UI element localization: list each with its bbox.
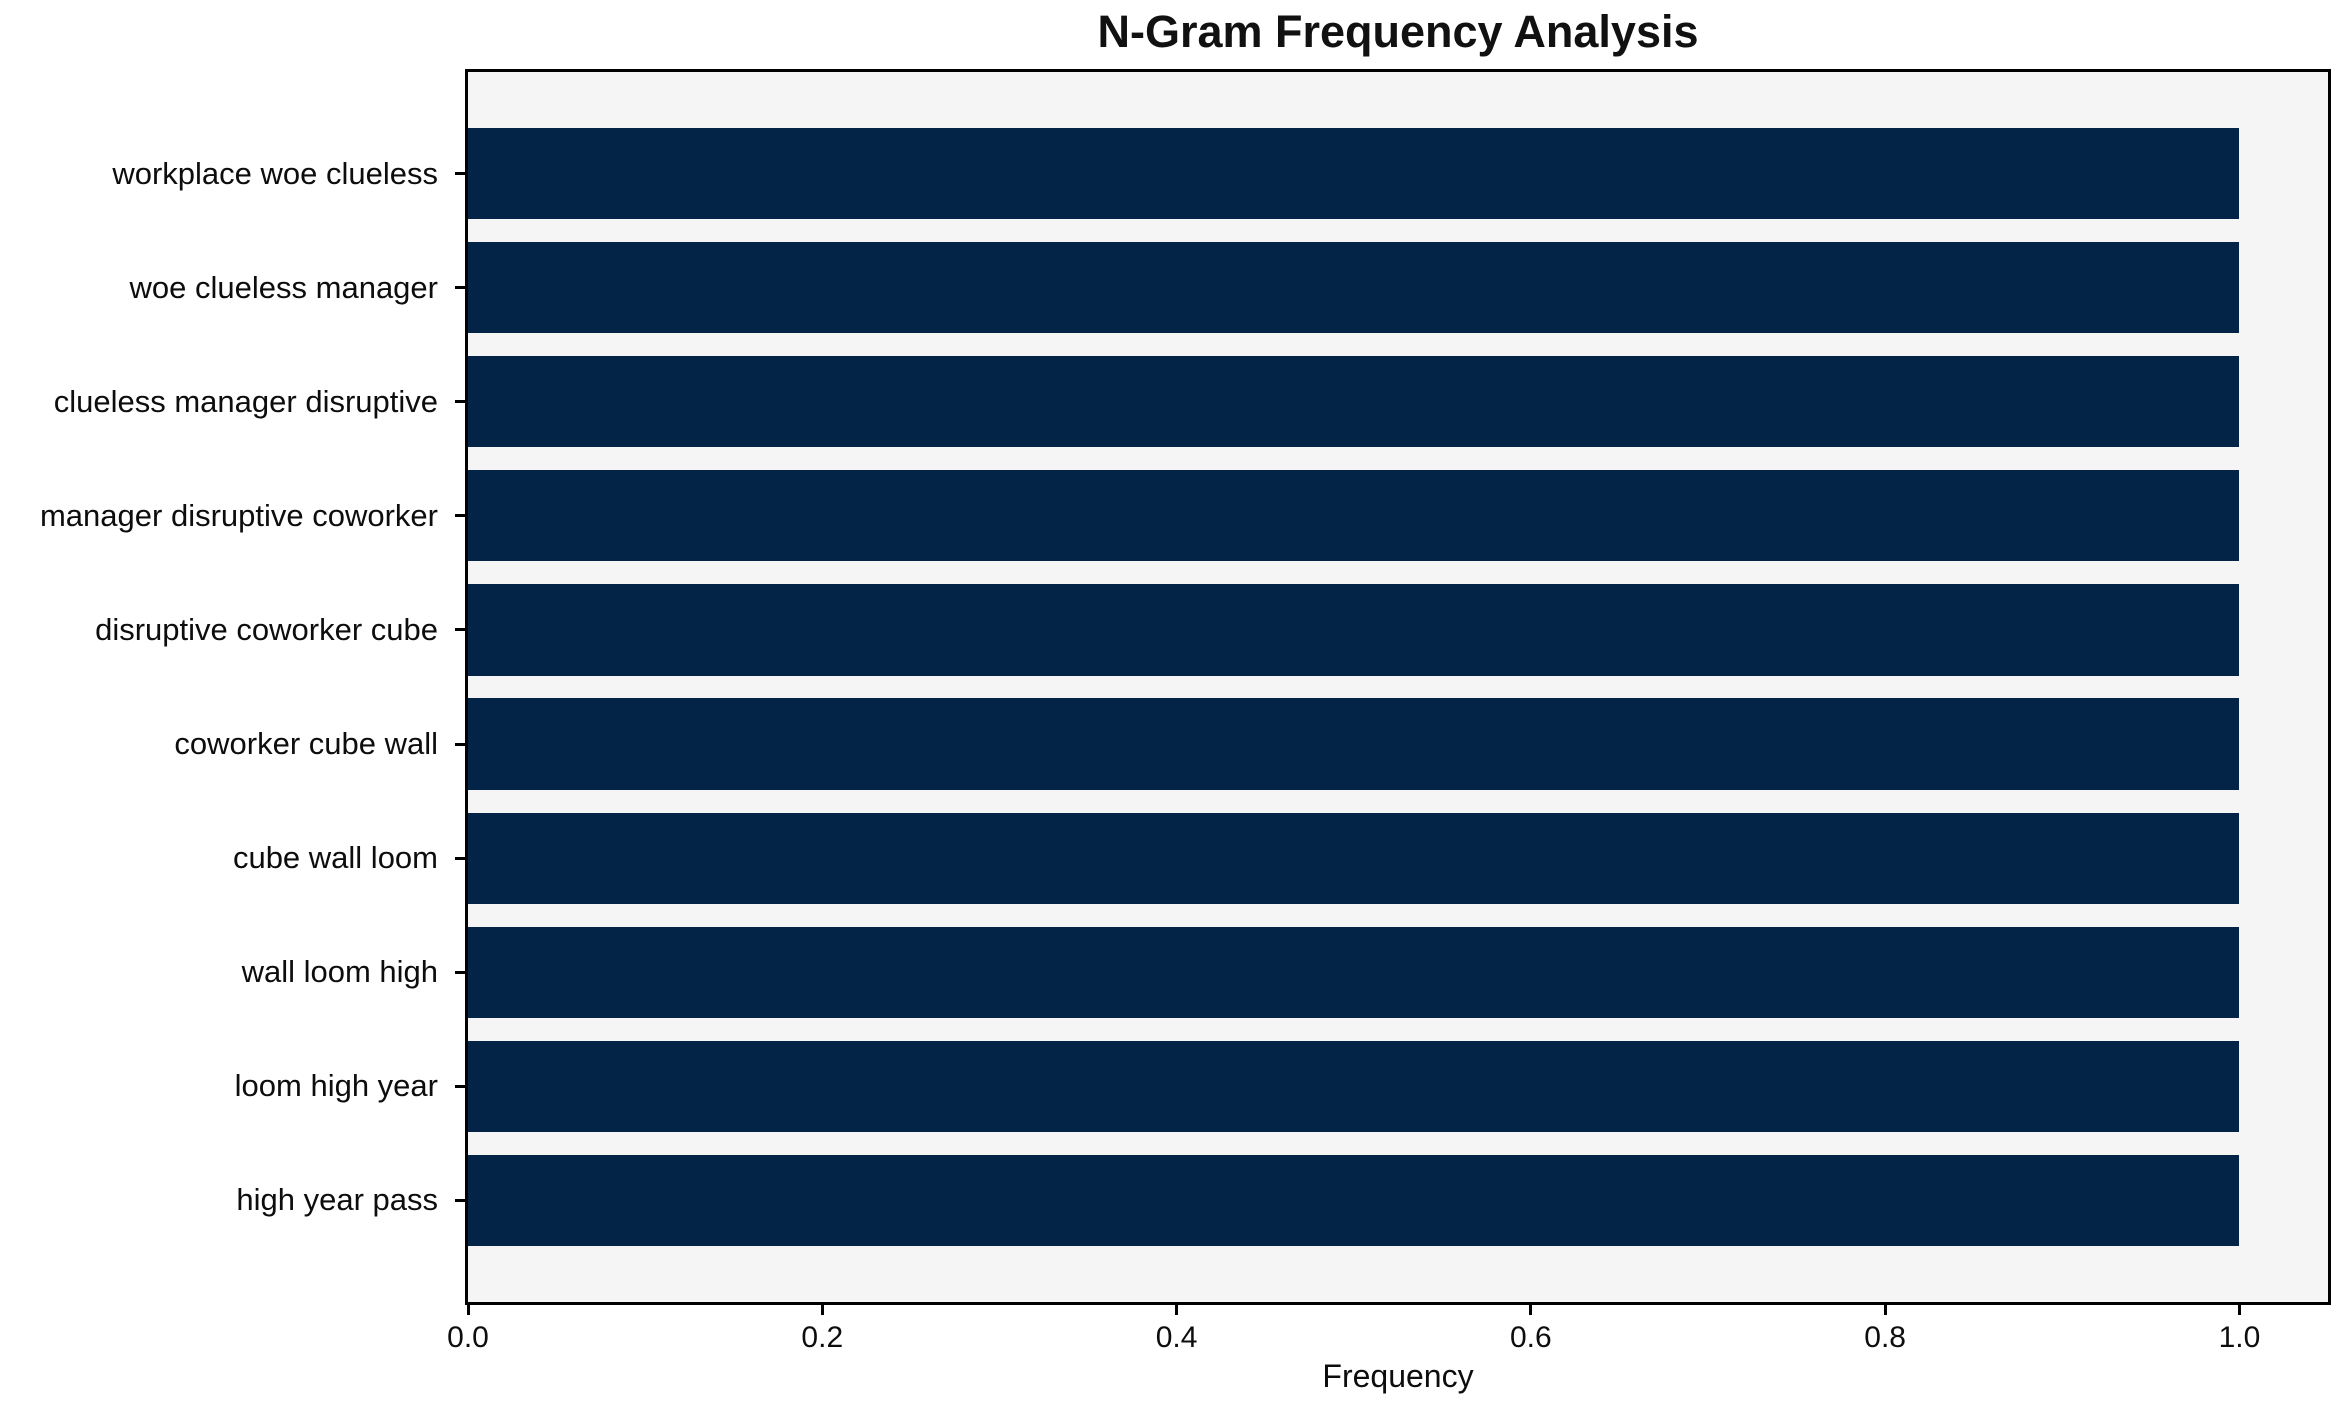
y-axis-tick-mark [455,1198,465,1202]
y-axis-tick-mark [455,1084,465,1088]
x-axis-title: Frequency [1322,1358,1474,1394]
x-axis-tick-mark [466,1305,470,1315]
x-axis-tick-mark [820,1305,824,1315]
y-axis-tick-label: high year pass [236,1182,438,1218]
bar [468,356,2240,448]
y-axis-tick-label: disruptive coworker cube [95,611,438,647]
bar [468,127,2240,220]
y-axis-tick-label: workplace woe clueless [112,155,438,191]
y-axis-tick-label: manager disruptive coworker [39,497,438,533]
x-axis-tick-label: 0.4 [1155,1321,1198,1354]
bar [468,812,2240,904]
y-axis-tick-label: coworker cube wall [174,726,438,762]
x-axis-tick-label: 0.2 [801,1321,844,1354]
y-axis-tick-mark [455,400,465,404]
bar [468,1154,2240,1247]
y-axis-tick-label: cube wall loom [232,840,438,876]
x-axis-tick-label: 0.0 [447,1321,489,1354]
x-axis-tick-mark [1529,1305,1533,1315]
bar [468,1040,2240,1132]
y-axis-tick-label: woe clueless manager [129,269,438,305]
bar [468,470,2240,562]
y-axis-tick-label: loom high year [234,1068,438,1104]
x-axis-tick-label: 0.6 [1509,1321,1552,1354]
bar [468,926,2240,1018]
x-axis-tick-mark [2237,1305,2241,1315]
y-axis-tick-mark [455,286,465,290]
bar [468,242,2240,334]
y-axis-tick-mark [455,970,465,974]
chart-title: N-Gram Frequency Analysis [1097,6,1699,57]
y-axis-tick-mark [455,856,465,860]
bar [468,698,2240,790]
y-axis-tick-mark [455,514,465,518]
y-axis-tick-label: clueless manager disruptive [53,383,438,419]
y-axis-tick-label: wall loom high [241,954,438,990]
y-axis-tick-mark [455,628,465,632]
x-axis-tick-mark [1883,1305,1887,1315]
x-axis-tick-label: 1.0 [2218,1321,2261,1354]
y-axis-tick-mark [455,742,465,746]
bar [468,584,2240,676]
y-axis-tick-mark [455,172,465,176]
x-axis-tick-mark [1175,1305,1179,1315]
x-axis-tick-label: 0.8 [1864,1321,1906,1354]
